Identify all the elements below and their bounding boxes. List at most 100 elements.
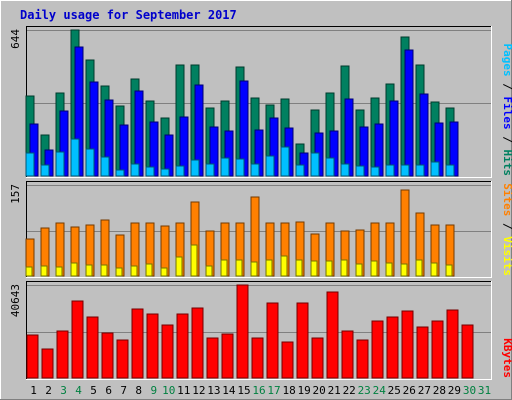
bar-files-day-26 xyxy=(404,49,414,177)
bar-kbytes-day-18 xyxy=(281,341,294,379)
bar-kbytes-day-29 xyxy=(446,309,459,379)
bar-pages-day-22 xyxy=(340,163,350,177)
bar-kbytes-day-4 xyxy=(71,300,84,379)
bar-pages-day-14 xyxy=(220,157,230,177)
bar-pages-day-11 xyxy=(175,165,185,177)
x-tick-label: 13 xyxy=(207,384,220,397)
bar-pages-day-26 xyxy=(400,164,410,177)
bar-kbytes-day-1 xyxy=(26,334,39,379)
bar-kbytes-day-23 xyxy=(356,339,369,379)
x-tick-label: 5 xyxy=(90,384,97,397)
bar-kbytes-day-11 xyxy=(176,313,189,379)
legend-item: / xyxy=(501,130,512,150)
x-tick-label: 22 xyxy=(343,384,356,397)
bar-kbytes-day-28 xyxy=(431,320,444,379)
x-tick-label: 16 xyxy=(252,384,265,397)
bar-visits-day-15 xyxy=(235,259,243,277)
bar-pages-day-2 xyxy=(40,164,50,177)
panel-top: 644 Pages / Files / Hits xyxy=(9,26,512,178)
bar-kbytes-day-15 xyxy=(236,284,249,379)
bar-visits-day-7 xyxy=(115,267,123,277)
bar-pages-day-4 xyxy=(70,138,80,177)
bar-kbytes-day-3 xyxy=(56,330,69,379)
bar-visits-day-16 xyxy=(250,261,258,277)
bar-pages-day-12 xyxy=(190,159,200,177)
bar-files-day-8 xyxy=(134,90,144,177)
legend-item: / xyxy=(501,216,512,236)
bar-kbytes-day-22 xyxy=(341,330,354,379)
x-tick-label: 3 xyxy=(60,384,67,397)
bar-visits-day-1 xyxy=(25,266,33,277)
bar-visits-day-9 xyxy=(145,263,153,277)
legend-middle: Sites / Visits xyxy=(501,183,512,276)
x-tick-label: 14 xyxy=(222,384,236,397)
bar-visits-day-13 xyxy=(205,265,213,277)
bar-visits-day-25 xyxy=(385,262,393,277)
bar-visits-day-11 xyxy=(175,256,183,277)
x-tick-label: 7 xyxy=(120,384,127,397)
bar-visits-day-4 xyxy=(70,262,78,277)
bar-pages-day-21 xyxy=(325,157,335,177)
bar-visits-day-5 xyxy=(85,264,93,277)
bar-kbytes-day-19 xyxy=(296,302,309,379)
x-tick-label: 25 xyxy=(388,384,401,397)
x-tick-label: 18 xyxy=(282,384,295,397)
bar-visits-day-27 xyxy=(415,259,423,277)
panel-middle: 157 Sites / Visits xyxy=(9,181,512,278)
bar-kbytes-day-20 xyxy=(311,337,324,379)
legend-item: Files xyxy=(501,97,512,130)
x-tick-label: 15 xyxy=(237,384,250,397)
bar-pages-day-16 xyxy=(250,163,260,177)
bar-kbytes-day-14 xyxy=(221,333,234,379)
bar-pages-day-10 xyxy=(160,168,170,177)
x-tick-label: 1 xyxy=(30,384,37,397)
legend-bottom: KBytes xyxy=(501,338,512,378)
x-tick-label: 31 xyxy=(478,384,491,397)
x-tick-label: 23 xyxy=(358,384,371,397)
legend-item: / xyxy=(501,77,512,97)
bar-kbytes-day-16 xyxy=(251,337,264,379)
bar-pages-day-28 xyxy=(430,161,440,177)
x-tick-label: 28 xyxy=(433,384,446,397)
y-max-label: 40643 xyxy=(9,284,22,317)
bar-kbytes-day-7 xyxy=(116,339,129,379)
x-tick-label: 27 xyxy=(418,384,431,397)
bar-kbytes-day-26 xyxy=(401,310,414,379)
x-tick-label: 6 xyxy=(105,384,112,397)
bar-visits-day-6 xyxy=(100,264,108,277)
bar-kbytes-day-5 xyxy=(86,316,99,379)
bar-visits-day-18 xyxy=(280,255,288,277)
bar-sites-day-26 xyxy=(400,189,410,277)
x-tick-label: 20 xyxy=(312,384,325,397)
legend-item: Sites xyxy=(501,183,512,216)
x-tick-label: 2 xyxy=(45,384,52,397)
chart-title: Daily usage for September 2017 xyxy=(20,8,237,22)
bar-pages-day-17 xyxy=(265,155,275,177)
bar-visits-day-12 xyxy=(190,244,198,277)
bar-kbytes-day-17 xyxy=(266,302,279,379)
bar-visits-day-10 xyxy=(160,267,168,277)
bar-visits-day-26 xyxy=(400,263,408,277)
bar-pages-day-24 xyxy=(370,166,380,177)
x-tick-label: 26 xyxy=(403,384,416,397)
bar-pages-day-15 xyxy=(235,158,245,177)
bar-files-day-7 xyxy=(119,124,129,177)
bar-pages-day-29 xyxy=(445,164,455,177)
bar-pages-day-18 xyxy=(280,146,290,177)
bar-visits-day-3 xyxy=(55,266,63,277)
legend-item: Hits xyxy=(501,150,512,177)
bar-visits-day-17 xyxy=(265,259,273,277)
bar-pages-day-8 xyxy=(130,163,140,177)
panel-bottom: 40643 KBytes xyxy=(9,281,512,380)
bar-pages-day-19 xyxy=(295,164,305,177)
legend-item: Visits xyxy=(501,236,512,276)
y-max-label: 644 xyxy=(9,29,22,49)
bar-kbytes-day-25 xyxy=(386,316,399,379)
bar-pages-day-23 xyxy=(355,165,365,177)
x-tick-label: 12 xyxy=(192,384,205,397)
bar-pages-day-1 xyxy=(25,152,35,177)
x-tick-label: 19 xyxy=(297,384,310,397)
x-tick-label: 29 xyxy=(448,384,461,397)
x-tick-label: 17 xyxy=(267,384,280,397)
